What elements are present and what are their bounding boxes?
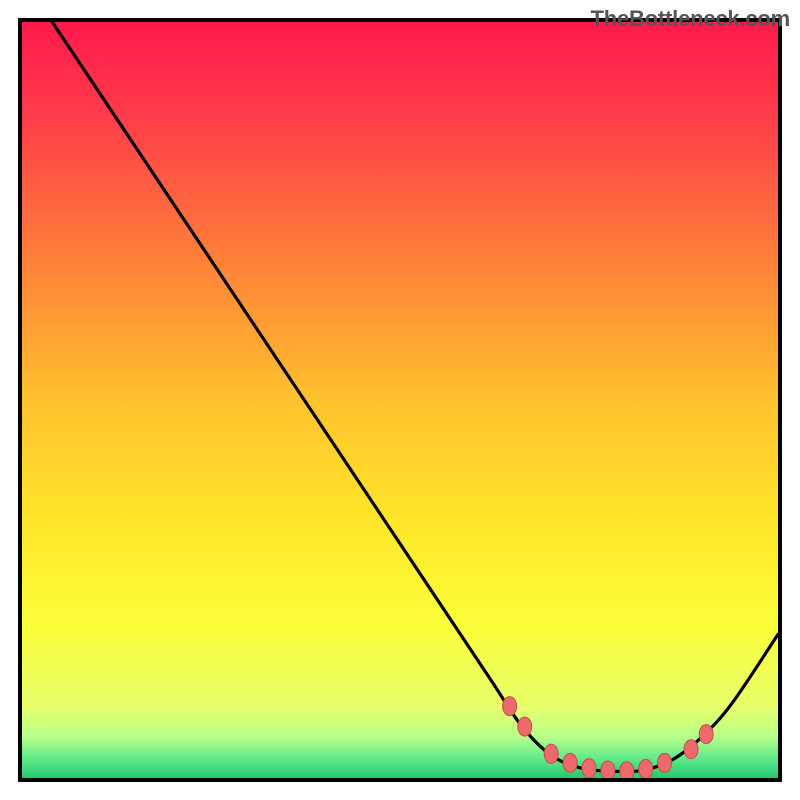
curve-marker [518, 717, 532, 736]
curve-marker [620, 762, 634, 778]
curve-marker [544, 744, 558, 763]
curve-marker [601, 761, 615, 778]
curve-marker [699, 725, 713, 744]
curve-marker [684, 740, 698, 759]
watermark-text: TheBottleneck.com [590, 6, 790, 32]
chart-svg [22, 22, 778, 778]
plot-area [18, 18, 782, 782]
chart-container: TheBottleneck.com [0, 0, 800, 800]
gradient-background [22, 22, 778, 778]
curve-marker [582, 759, 596, 778]
curve-marker [503, 697, 517, 716]
curve-marker [658, 753, 672, 772]
curve-marker [639, 759, 653, 778]
plot-inner [22, 22, 778, 778]
curve-marker [563, 753, 577, 772]
